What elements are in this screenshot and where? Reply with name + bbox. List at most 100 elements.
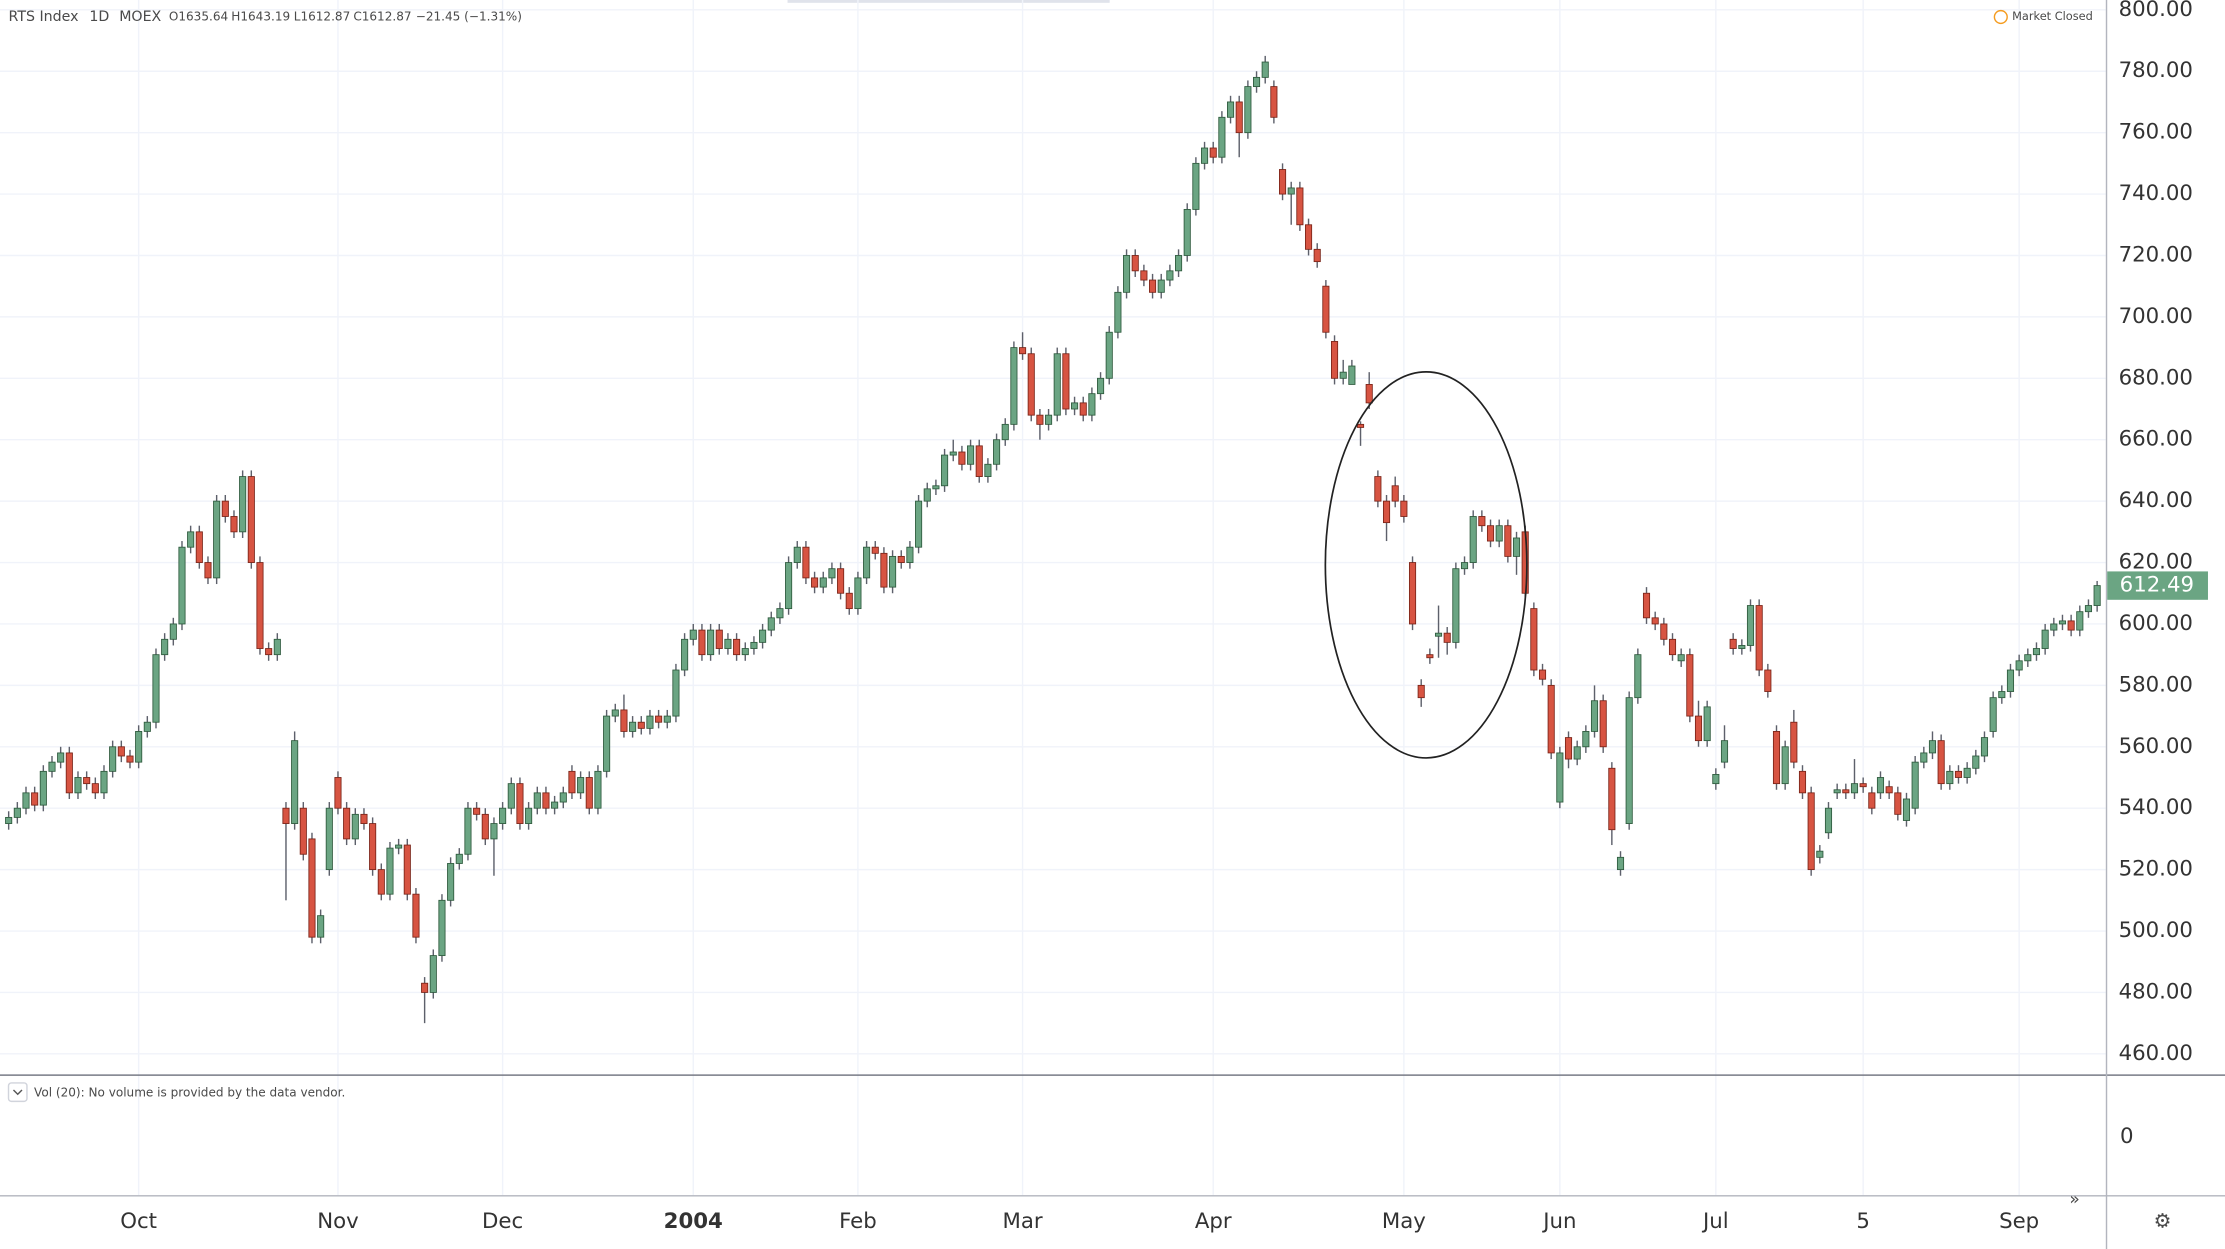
candle-body [83,777,91,785]
candle-body [707,629,715,656]
candle-body [1902,798,1911,821]
x-tick-label: Nov [317,1209,359,1234]
candle-body [663,715,671,723]
x-tick-label: May [1382,1209,1426,1234]
y-tick-label: 760.00 [2119,120,2193,145]
candle-body [1729,638,1737,649]
candle-body [793,546,801,563]
candle-body [1400,500,1408,517]
candle-body [1053,353,1061,416]
candle-body [655,715,663,723]
candle-body [1426,654,1434,659]
x-tick-label: Feb [839,1209,877,1234]
candle-body [672,669,680,717]
candle-body [698,629,706,656]
candle-body [455,853,463,864]
candle-body [1634,654,1642,699]
candle-body [1434,632,1443,637]
candle-body [403,844,411,895]
candle-body [759,629,767,643]
candle-body [31,792,39,806]
candle-body [594,770,602,809]
legend: RTS Index 1D MOEX O1635.64 H1643.19 L161… [9,9,522,25]
candle-body [239,476,247,533]
candle-body [135,731,143,763]
candle-body [22,792,30,809]
exchange: MOEX [119,9,161,25]
chevron [12,1089,23,1096]
candle-body [221,500,229,517]
candle-body [1772,731,1781,785]
candle-body [1998,691,2006,699]
candle-body [1027,353,1035,416]
y-tick-label: 540.00 [2119,795,2193,820]
candle-body [429,955,437,993]
candle-body [1452,568,1460,643]
candle-body [74,777,82,794]
candle-body [533,792,541,809]
candle-body [369,823,377,871]
candle-body [143,721,151,732]
candle-body [1868,792,1876,809]
candle-body [1842,789,1850,794]
candle-body [1105,331,1113,379]
candle-body [984,463,992,477]
candle-body [1279,169,1287,195]
y-tick-label: 700.00 [2119,304,2193,329]
candle-body [1417,684,1425,699]
candle-body [1192,162,1200,210]
candle-body [949,451,957,456]
candle-body [1330,341,1339,379]
candle-body [1391,485,1399,502]
candle-body [1374,476,1382,502]
candle-body [100,770,108,794]
candle-body [1123,255,1131,293]
candle-body [1504,525,1512,557]
candle-body [1599,700,1607,748]
candle-body [2067,620,2075,631]
candle-body [585,777,593,809]
candle-body [317,915,325,938]
candle-body [2006,669,2015,692]
candle-body [299,807,307,855]
candle-body [334,777,342,809]
candle-body [351,813,359,840]
candle-body [265,648,273,656]
candle-body [871,546,879,554]
x-tick-label: 2004 [664,1209,723,1234]
candle-body [273,638,281,656]
candle-body [1547,684,1555,754]
y-tick-label: 680.00 [2119,365,2193,390]
candle-body [1573,746,1581,760]
candle-body [542,792,550,809]
candle-body [1175,255,1183,272]
last-price-box [2107,571,2208,600]
candle-body [490,823,498,840]
candle-body [447,863,455,901]
candle-body [256,562,264,649]
candle-body [1512,537,1521,557]
candle-body [1668,638,1677,656]
candle-body [993,439,1001,465]
candle-body [1755,605,1763,671]
candle-body [325,807,333,871]
candle-body [1876,777,1885,794]
candle-body [473,807,481,815]
candle-body [689,629,697,640]
candle-body [230,516,238,533]
candle-body [1937,740,1945,785]
interval: 1D [89,9,109,25]
candle-body [516,783,524,824]
settings-gear[interactable]: ⚙ [2154,1210,2172,1233]
x-tick-label: Jul [1701,1209,1729,1234]
candle-body [915,500,923,548]
candle-body [1114,291,1122,333]
y-tick-label: 620.00 [2119,550,2193,575]
y-tick-label: 520.00 [2119,857,2193,882]
collapse-button[interactable] [7,1082,28,1103]
scroll-right[interactable]: » [2069,1189,2079,1209]
candle-body [1816,850,1824,858]
y-tick-label: 640.00 [2119,488,2193,513]
candle-body [1313,248,1321,263]
